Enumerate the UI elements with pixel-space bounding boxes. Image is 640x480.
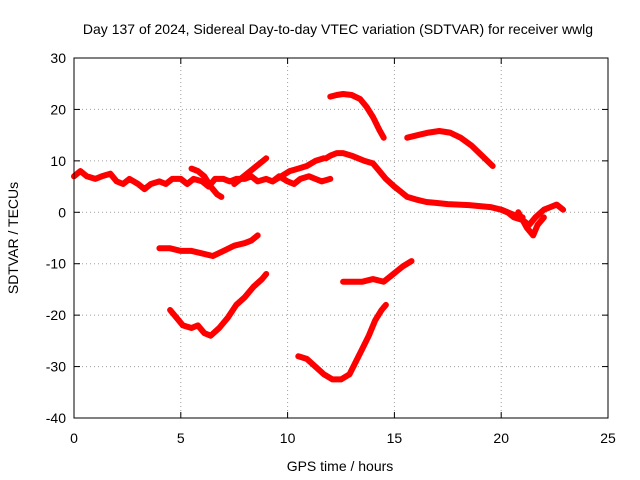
x-tick-label: 0 [70, 430, 78, 446]
series-track-13 [515, 209, 547, 239]
series-track-2 [323, 150, 526, 221]
series-group [71, 91, 567, 383]
y-tick-label: -10 [46, 256, 66, 272]
series-track-1 [71, 168, 334, 193]
x-tick-label: 25 [600, 430, 616, 446]
y-tick-label: 20 [50, 101, 66, 117]
series-track-6 [340, 258, 415, 285]
y-tick-label: 10 [50, 153, 66, 169]
series-track-3 [156, 232, 261, 259]
x-tick-label: 10 [280, 430, 296, 446]
y-tick-label: -20 [46, 307, 66, 323]
series-track-11 [269, 155, 327, 185]
axis-ticks: 0 5 10 15 20 25 -40 -30 -20 -10 0 10 20 30 [46, 50, 616, 446]
y-tick-label: -40 [46, 410, 66, 426]
y-tick-label: -30 [46, 359, 66, 375]
series-track-12 [498, 201, 567, 229]
y-tick-label: 0 [58, 204, 66, 220]
plot-frame [73, 57, 609, 419]
y-axis-label: SDTVAR / TECUs [5, 182, 21, 294]
x-tick-label: 15 [387, 430, 403, 446]
series-track-9 [188, 165, 225, 200]
x-axis-label: GPS time / hours [287, 458, 394, 474]
chart-title: Day 137 of 2024, Sidereal Day-to-day VTE… [83, 21, 593, 37]
series-track-10 [231, 155, 270, 187]
x-tick-label: 5 [177, 430, 185, 446]
series-track-5 [295, 301, 389, 383]
series-track-7 [404, 128, 496, 169]
grid [74, 58, 608, 418]
y-tick-label: 30 [50, 50, 66, 66]
x-tick-label: 20 [493, 430, 509, 446]
series-track-8 [327, 91, 387, 141]
series-track-4 [167, 271, 270, 339]
